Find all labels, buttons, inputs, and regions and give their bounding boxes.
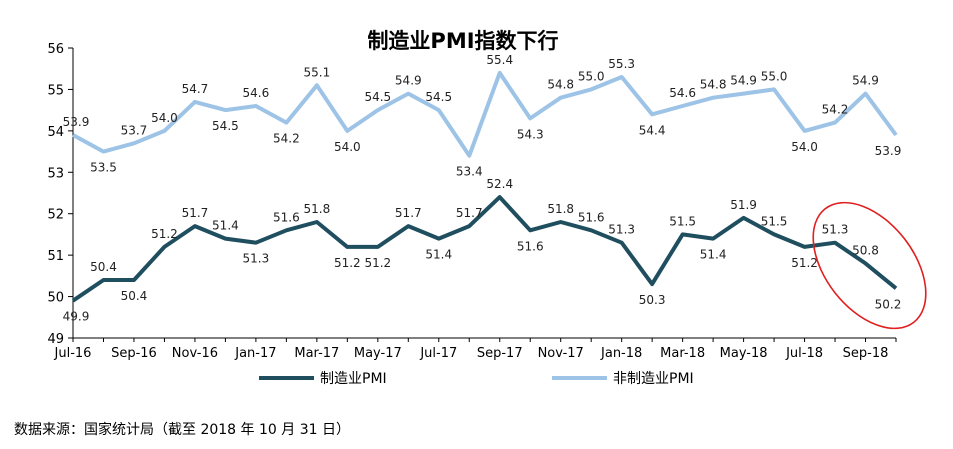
data-label-manufacturing: 51.7 [395,206,422,220]
legend-label-non-manufacturing: 非制造业PMI [613,371,694,387]
data-label-non-manufacturing: 54.5 [212,119,239,133]
series-line-manufacturing [71,195,898,303]
data-label-non-manufacturing: 53.7 [121,123,148,137]
y-tick-label: 55 [47,83,64,98]
x-tick-label: Jan-17 [234,346,276,361]
data-label-manufacturing: 51.4 [700,248,727,262]
y-tick-label: 56 [47,42,64,57]
x-tick-label: Jul-16 [54,346,92,361]
y-tick-label: 51 [47,249,64,264]
data-label-manufacturing: 51.2 [364,256,391,270]
data-label-manufacturing: 51.8 [303,202,330,216]
x-tick-label: Mar-17 [294,346,339,361]
data-label-non-manufacturing: 54.5 [425,90,452,104]
data-label-manufacturing: 50.4 [121,289,148,303]
data-label-manufacturing: 50.8 [852,243,879,257]
x-tick-label: Jan-18 [600,346,642,361]
y-tick-label: 54 [47,125,64,140]
y-tick-label: 52 [47,208,64,223]
data-label-non-manufacturing: 53.9 [63,115,90,129]
data-label-manufacturing: 50.2 [875,297,902,311]
data-label-manufacturing: 51.9 [730,198,757,212]
data-label-manufacturing: 52.4 [486,177,513,191]
series-line-non-manufacturing [72,70,898,158]
chart-title: 制造业PMI指数下行 [367,29,558,53]
data-label-non-manufacturing: 54.7 [182,82,209,96]
data-label-non-manufacturing: 54.5 [364,90,391,104]
legend-label-manufacturing: 制造业PMI [320,371,387,387]
x-tick-label: Jul-17 [419,346,457,361]
data-label-manufacturing: 51.7 [182,206,209,220]
x-tick-label: May-17 [354,346,402,361]
data-label-non-manufacturing: 55.0 [578,69,605,83]
data-label-non-manufacturing: 54.8 [700,78,727,92]
data-label-non-manufacturing: 55.4 [486,53,513,67]
data-label-manufacturing: 51.6 [273,210,300,224]
data-label-non-manufacturing: 55.3 [608,57,635,71]
x-axis-ticks: Jul-16 Sep-16 Nov-16 Jan-17 Mar-17 May-17 Jul-… [54,338,897,361]
data-labels-layer: 49.950.450.451.251.751.451.351.651.851.2… [63,53,902,324]
data-label-non-manufacturing: 53.5 [90,161,117,175]
data-label-manufacturing: 51.3 [822,223,849,237]
data-label-manufacturing: 51.5 [669,214,696,228]
data-label-non-manufacturing: 54.0 [334,140,361,154]
x-tick-label: Sep-16 [111,346,157,361]
x-tick-label: Nov-17 [538,346,584,361]
data-label-non-manufacturing: 54.6 [243,86,270,100]
chart-axes [72,48,896,339]
data-label-manufacturing: 51.2 [791,256,818,270]
data-label-non-manufacturing: 54.2 [273,132,300,146]
x-tick-label: Mar-18 [660,346,705,361]
data-label-non-manufacturing: 55.1 [303,65,330,79]
data-label-manufacturing: 51.3 [608,223,635,237]
data-label-non-manufacturing: 54.4 [639,123,666,137]
x-tick-label: May-18 [720,346,768,361]
data-label-non-manufacturing: 54.0 [791,140,818,154]
data-label-manufacturing: 51.4 [212,219,239,233]
y-tick-label: 50 [47,291,64,306]
data-label-manufacturing: 50.4 [90,260,117,274]
data-label-manufacturing: 49.9 [63,310,90,324]
pmi-line-chart: 制造业PMI指数下行 49 50 51 52 53 54 55 56 Jul-16 Sep-16… [47,29,927,387]
legend: 制造业PMI 非制造业PMI [259,371,694,387]
data-label-manufacturing: 51.3 [243,252,270,266]
x-tick-label: Nov-16 [172,346,218,361]
y-axis-ticks: 49 50 51 52 53 54 55 56 [47,42,73,347]
x-tick-label: Sep-18 [843,346,889,361]
data-label-manufacturing: 50.3 [639,293,666,307]
data-label-non-manufacturing: 54.2 [822,103,849,117]
data-label-non-manufacturing: 54.9 [395,74,422,88]
data-label-non-manufacturing: 54.9 [730,74,757,88]
data-label-non-manufacturing: 54.3 [517,127,544,141]
highlight-ellipse [812,201,927,330]
series-layer [71,70,898,303]
data-label-manufacturing: 51.8 [547,202,574,216]
data-label-non-manufacturing: 54.9 [852,74,879,88]
data-label-manufacturing: 51.4 [425,248,452,262]
data-label-manufacturing: 51.6 [578,210,605,224]
data-label-non-manufacturing: 54.6 [669,86,696,100]
data-label-manufacturing: 51.2 [151,227,178,241]
data-label-manufacturing: 51.5 [761,214,788,228]
data-label-non-manufacturing: 53.9 [875,144,902,158]
y-tick-label: 53 [47,166,64,181]
data-label-non-manufacturing: 53.4 [456,165,483,179]
data-label-manufacturing: 51.2 [334,256,361,270]
x-tick-label: Sep-17 [477,346,523,361]
data-label-non-manufacturing: 54.0 [151,111,178,125]
data-label-manufacturing: 51.6 [517,239,544,253]
x-tick-label: Jul-18 [785,346,823,361]
data-label-manufacturing: 51.7 [456,206,483,220]
data-label-non-manufacturing: 55.0 [761,69,788,83]
data-label-non-manufacturing: 54.8 [547,78,574,92]
y-tick-label: 49 [47,332,64,347]
source-note: 数据来源：国家统计局（截至 2018 年 10 月 31 日） [14,422,350,438]
